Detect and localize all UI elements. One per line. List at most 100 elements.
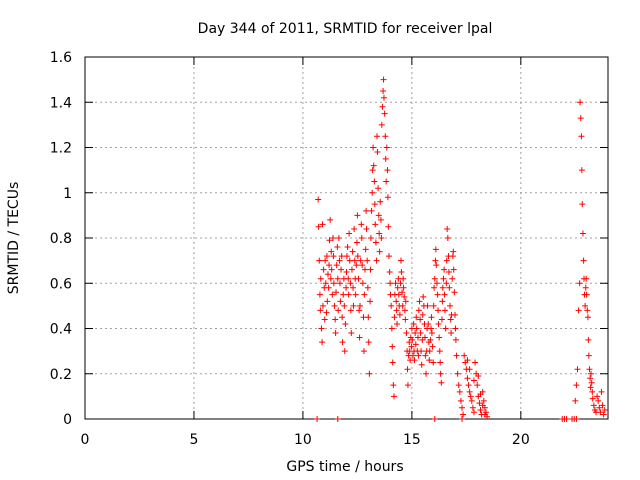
data-point (377, 198, 384, 205)
data-point (452, 311, 459, 318)
data-point (477, 406, 484, 413)
data-point (336, 257, 343, 264)
y-axis-label: SRMTID / TECUs (6, 182, 22, 295)
y-tick-label: 0 (63, 412, 72, 428)
data-point (388, 325, 395, 332)
data-point (573, 416, 580, 422)
data-point (317, 307, 324, 314)
data-point (411, 357, 418, 364)
data-point (324, 298, 331, 305)
data-point (348, 266, 355, 273)
data-point (393, 307, 400, 314)
data-point (389, 343, 396, 350)
data-point (428, 325, 435, 332)
data-point (376, 248, 383, 255)
data-point (377, 216, 384, 223)
data-point (419, 311, 426, 318)
x-tick-labels: 0 5 10 15 20 (81, 432, 530, 448)
data-point (369, 167, 376, 174)
data-point (358, 235, 365, 241)
data-point (402, 298, 409, 305)
y-tick-label: 1 (63, 186, 72, 202)
data-point (588, 370, 595, 377)
data-point (585, 336, 592, 343)
data-point (343, 268, 350, 275)
data-points (314, 76, 608, 422)
data-point (335, 307, 342, 314)
data-point (439, 298, 446, 305)
data-point (338, 253, 345, 260)
data-point (352, 291, 359, 298)
data-point (446, 284, 453, 291)
data-point (365, 314, 372, 321)
data-point (331, 302, 338, 309)
data-point (439, 284, 446, 291)
data-point (319, 302, 326, 309)
data-point (369, 189, 376, 196)
data-point (577, 115, 584, 122)
y-tick-label: 1.4 (50, 95, 72, 111)
data-point (347, 307, 354, 314)
data-point (367, 298, 374, 305)
data-point (370, 162, 377, 169)
data-point (470, 377, 477, 384)
data-point (572, 397, 579, 404)
data-point (450, 266, 457, 273)
data-point (393, 298, 400, 305)
data-point (340, 291, 347, 298)
data-point (437, 370, 444, 377)
data-point (586, 366, 593, 373)
data-point (595, 397, 602, 404)
data-point (461, 352, 468, 359)
data-point (363, 225, 370, 232)
data-point (470, 409, 477, 416)
data-point (332, 330, 339, 337)
data-point (324, 271, 331, 278)
data-point (380, 94, 387, 101)
data-point (474, 382, 481, 389)
data-point (359, 262, 366, 269)
data-point (321, 316, 328, 323)
data-point (338, 266, 345, 273)
data-point (317, 275, 324, 282)
data-point (372, 239, 379, 246)
data-point (578, 167, 585, 174)
data-point (442, 325, 449, 332)
data-point (587, 375, 594, 382)
data-point (370, 144, 377, 151)
data-point (588, 379, 595, 386)
data-point (341, 348, 348, 355)
y-tick-label: 0.4 (50, 322, 72, 338)
data-point (367, 266, 374, 273)
grid (85, 57, 608, 419)
data-point (378, 121, 385, 128)
x-axis-label: GPS time / hours (286, 459, 403, 475)
data-point (466, 366, 473, 373)
data-point (391, 314, 398, 321)
data-point (348, 330, 355, 337)
data-point (598, 388, 605, 395)
data-point (337, 298, 344, 305)
data-point (341, 302, 348, 309)
data-point (433, 262, 440, 269)
data-point (351, 257, 358, 264)
data-point (410, 320, 417, 327)
data-point (451, 289, 458, 296)
data-point (316, 257, 323, 264)
data-point (366, 370, 373, 377)
data-point (400, 275, 407, 282)
data-point (465, 382, 472, 389)
data-point (455, 382, 462, 389)
data-point (468, 397, 475, 404)
data-point (355, 275, 362, 282)
data-point (384, 167, 391, 174)
data-point (414, 334, 421, 341)
data-point (587, 384, 594, 391)
data-point (597, 409, 604, 416)
data-point (431, 416, 438, 422)
data-point (390, 382, 397, 389)
data-point (336, 280, 343, 287)
data-point (404, 366, 411, 373)
data-point (357, 257, 364, 264)
data-point (412, 341, 419, 348)
